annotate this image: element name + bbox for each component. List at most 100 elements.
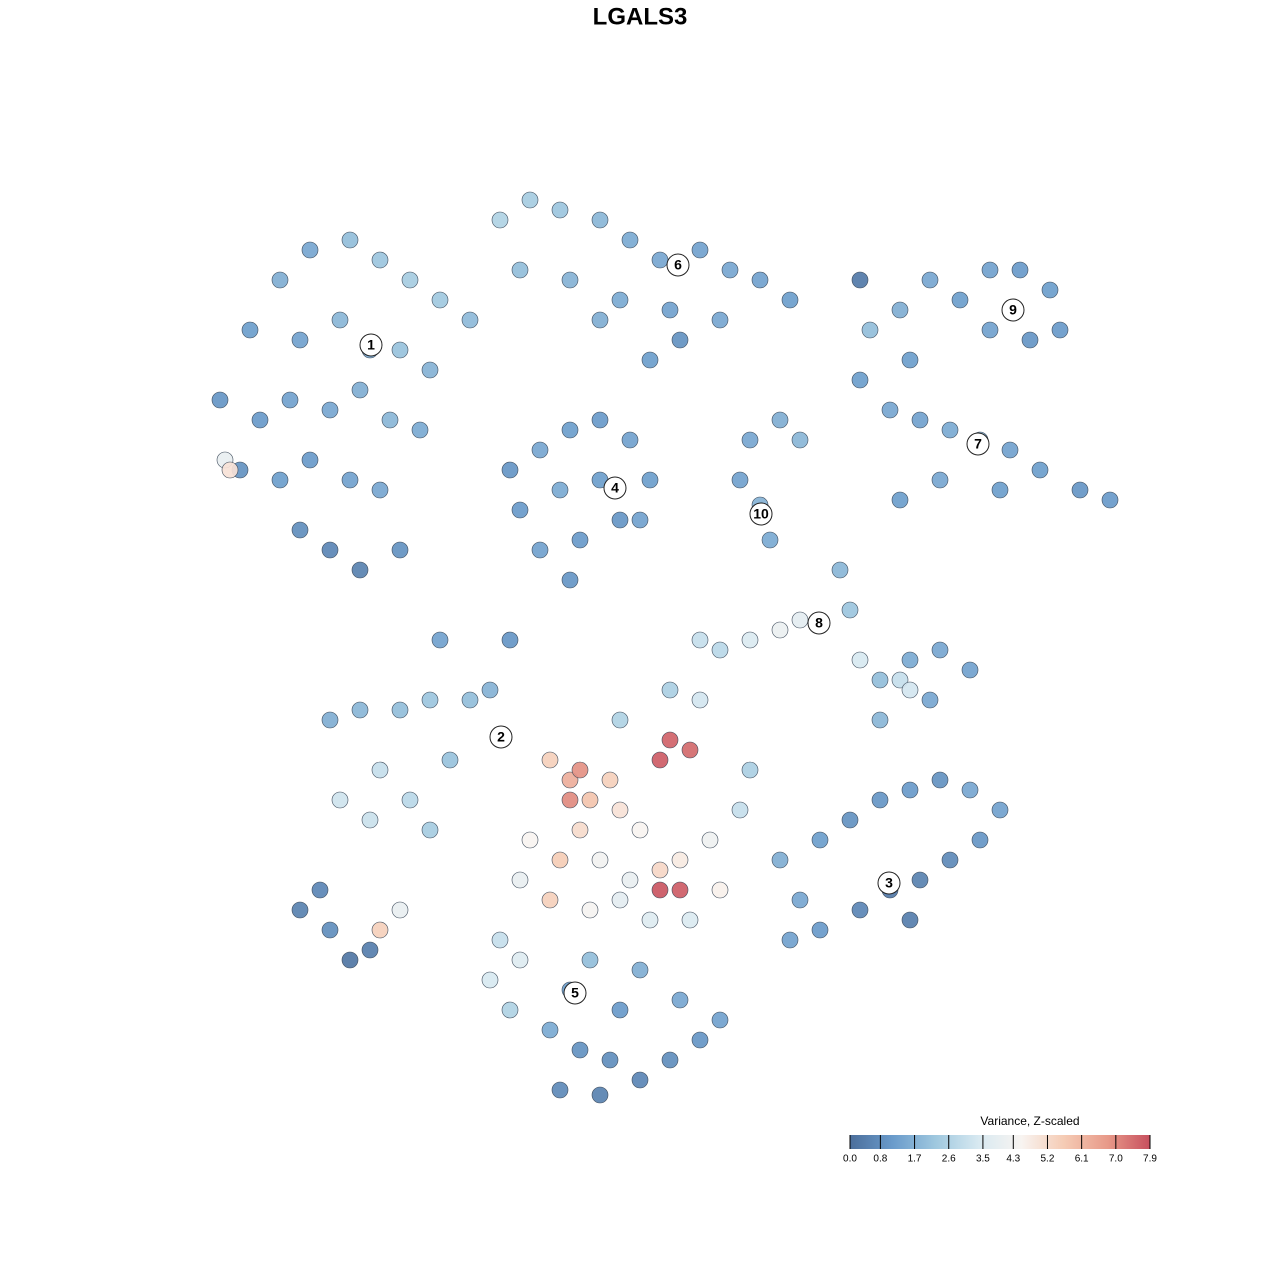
point: [481, 681, 499, 699]
colorbar-tick-label: 6.1: [1075, 1154, 1089, 1165]
point: [591, 211, 609, 229]
point: [441, 751, 459, 769]
point: [301, 451, 319, 469]
point: [831, 561, 849, 579]
point: [771, 411, 789, 429]
point: [861, 321, 879, 339]
point: [721, 261, 739, 279]
point: [341, 471, 359, 489]
colorbar-tick-label: 5.2: [1041, 1154, 1055, 1165]
annotations: 1 2 3 4 5 6 7 8 9 10: [359, 253, 1025, 1005]
point: [771, 621, 789, 639]
point: [611, 711, 629, 729]
point: [761, 531, 779, 549]
point: [621, 871, 639, 889]
point: [461, 691, 479, 709]
point: [871, 671, 889, 689]
point: [521, 831, 539, 849]
point: [551, 481, 569, 499]
point: [401, 271, 419, 289]
point: [561, 421, 579, 439]
point: [511, 951, 529, 969]
point: [941, 421, 959, 439]
point: [901, 911, 919, 929]
point: [351, 561, 369, 579]
cluster-label: 1: [367, 337, 375, 353]
point: [501, 631, 519, 649]
point: [631, 961, 649, 979]
point: [591, 411, 609, 429]
point: [611, 291, 629, 309]
point: [331, 311, 349, 329]
point: [711, 641, 729, 659]
point: [241, 321, 259, 339]
point: [671, 851, 689, 869]
point: [811, 831, 829, 849]
point: [691, 241, 709, 259]
point: [321, 711, 339, 729]
point: [891, 301, 909, 319]
point: [711, 881, 729, 899]
point: [841, 601, 859, 619]
point: [351, 381, 369, 399]
point: [651, 751, 669, 769]
point: [901, 681, 919, 699]
point: [841, 811, 859, 829]
point: [681, 911, 699, 929]
cluster-badge: [603, 476, 627, 500]
point: [521, 191, 539, 209]
point: [651, 881, 669, 899]
point: [291, 521, 309, 539]
point: [941, 851, 959, 869]
cluster-label: 9: [1009, 302, 1017, 318]
point: [571, 821, 589, 839]
points: [211, 191, 1119, 1104]
point: [491, 211, 509, 229]
point: [641, 471, 659, 489]
point: [621, 431, 639, 449]
point: [211, 391, 229, 409]
point: [551, 201, 569, 219]
point: [931, 471, 949, 489]
colorbar-tick-label: 0.0: [843, 1154, 857, 1165]
point: [281, 391, 299, 409]
point: [361, 941, 379, 959]
cluster-badge: [563, 981, 587, 1005]
point: [431, 631, 449, 649]
point: [871, 711, 889, 729]
point: [581, 951, 599, 969]
point: [901, 651, 919, 669]
point: [711, 311, 729, 329]
point: [661, 301, 679, 319]
cluster-badge: [1001, 298, 1025, 322]
point: [771, 851, 789, 869]
point: [881, 401, 899, 419]
point: [1011, 261, 1029, 279]
point: [381, 411, 399, 429]
point: [561, 271, 579, 289]
point: [341, 951, 359, 969]
point: [691, 1031, 709, 1049]
point: [321, 401, 339, 419]
point: [931, 771, 949, 789]
point: [531, 441, 549, 459]
point: [331, 791, 349, 809]
point: [581, 901, 599, 919]
point: [731, 801, 749, 819]
point: [931, 641, 949, 659]
point: [291, 901, 309, 919]
point: [851, 901, 869, 919]
point: [711, 1011, 729, 1029]
point: [551, 851, 569, 869]
point: [411, 421, 429, 439]
point: [631, 821, 649, 839]
cluster-label: 3: [885, 875, 893, 891]
colorbar-tick-label: 0.8: [873, 1154, 887, 1165]
point: [781, 291, 799, 309]
point: [271, 271, 289, 289]
point: [1001, 441, 1019, 459]
colorbar-tick-label: 3.5: [976, 1154, 990, 1165]
point: [611, 801, 629, 819]
